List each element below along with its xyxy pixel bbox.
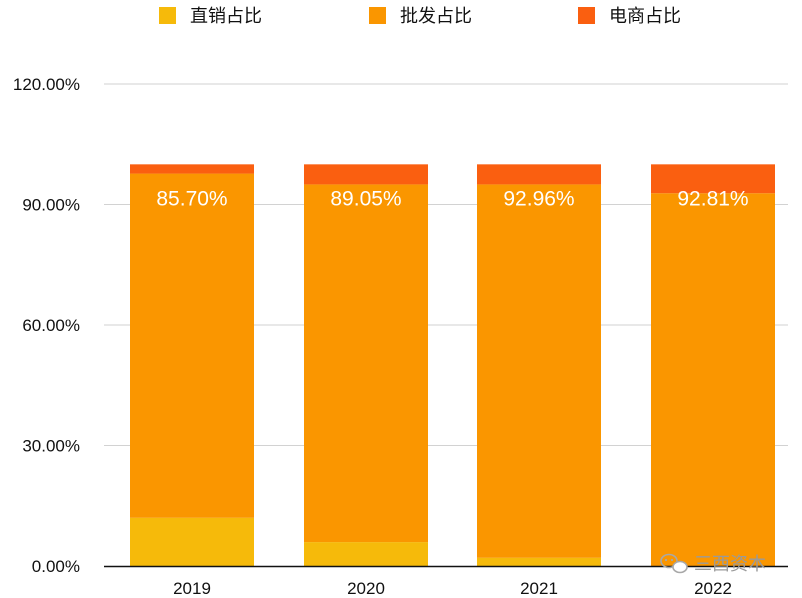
- y-tick-label: 120.00%: [13, 75, 80, 94]
- bar-segment: [651, 193, 775, 566]
- y-tick-label: 0.00%: [32, 557, 80, 576]
- data-label: 89.05%: [330, 187, 401, 210]
- x-tick-label: 2022: [694, 579, 732, 598]
- bar-segment: [304, 542, 428, 566]
- bars: [130, 164, 775, 566]
- watermark: 三酉资本: [660, 553, 766, 575]
- watermark-text: 三酉资本: [694, 554, 766, 575]
- data-label: 85.70%: [156, 187, 227, 210]
- legend-label: 电商占比: [609, 6, 681, 27]
- y-tick-label: 30.00%: [22, 437, 80, 456]
- legend-swatch: [159, 7, 176, 24]
- bar-segment: [304, 184, 428, 543]
- y-tick-label: 60.00%: [22, 316, 80, 335]
- legend-label: 批发占比: [400, 6, 472, 27]
- legend-label: 直销占比: [190, 6, 262, 27]
- legend-swatch: [369, 7, 386, 24]
- x-tick-label: 2019: [173, 579, 211, 598]
- bar-segment: [304, 164, 428, 185]
- bar-segment: [477, 184, 601, 558]
- bar-segment: [651, 164, 775, 194]
- bar-segment: [477, 164, 601, 185]
- bar-segment: [477, 557, 601, 566]
- legend: 直销占比 批发占比 电商占比: [159, 6, 681, 27]
- bar-segment: [130, 517, 254, 566]
- data-labels: 85.70% 89.05% 92.96% 92.81%: [156, 187, 748, 210]
- y-tick-label: 90.00%: [22, 196, 80, 215]
- bar-segment: [130, 173, 254, 518]
- data-label: 92.96%: [503, 187, 574, 210]
- wechat-icon: [660, 553, 688, 574]
- x-tick-label: 2021: [520, 579, 558, 598]
- legend-swatch: [578, 7, 595, 24]
- data-label: 92.81%: [677, 187, 748, 210]
- bar-segment: [130, 164, 254, 174]
- x-tick-label: 2020: [347, 579, 385, 598]
